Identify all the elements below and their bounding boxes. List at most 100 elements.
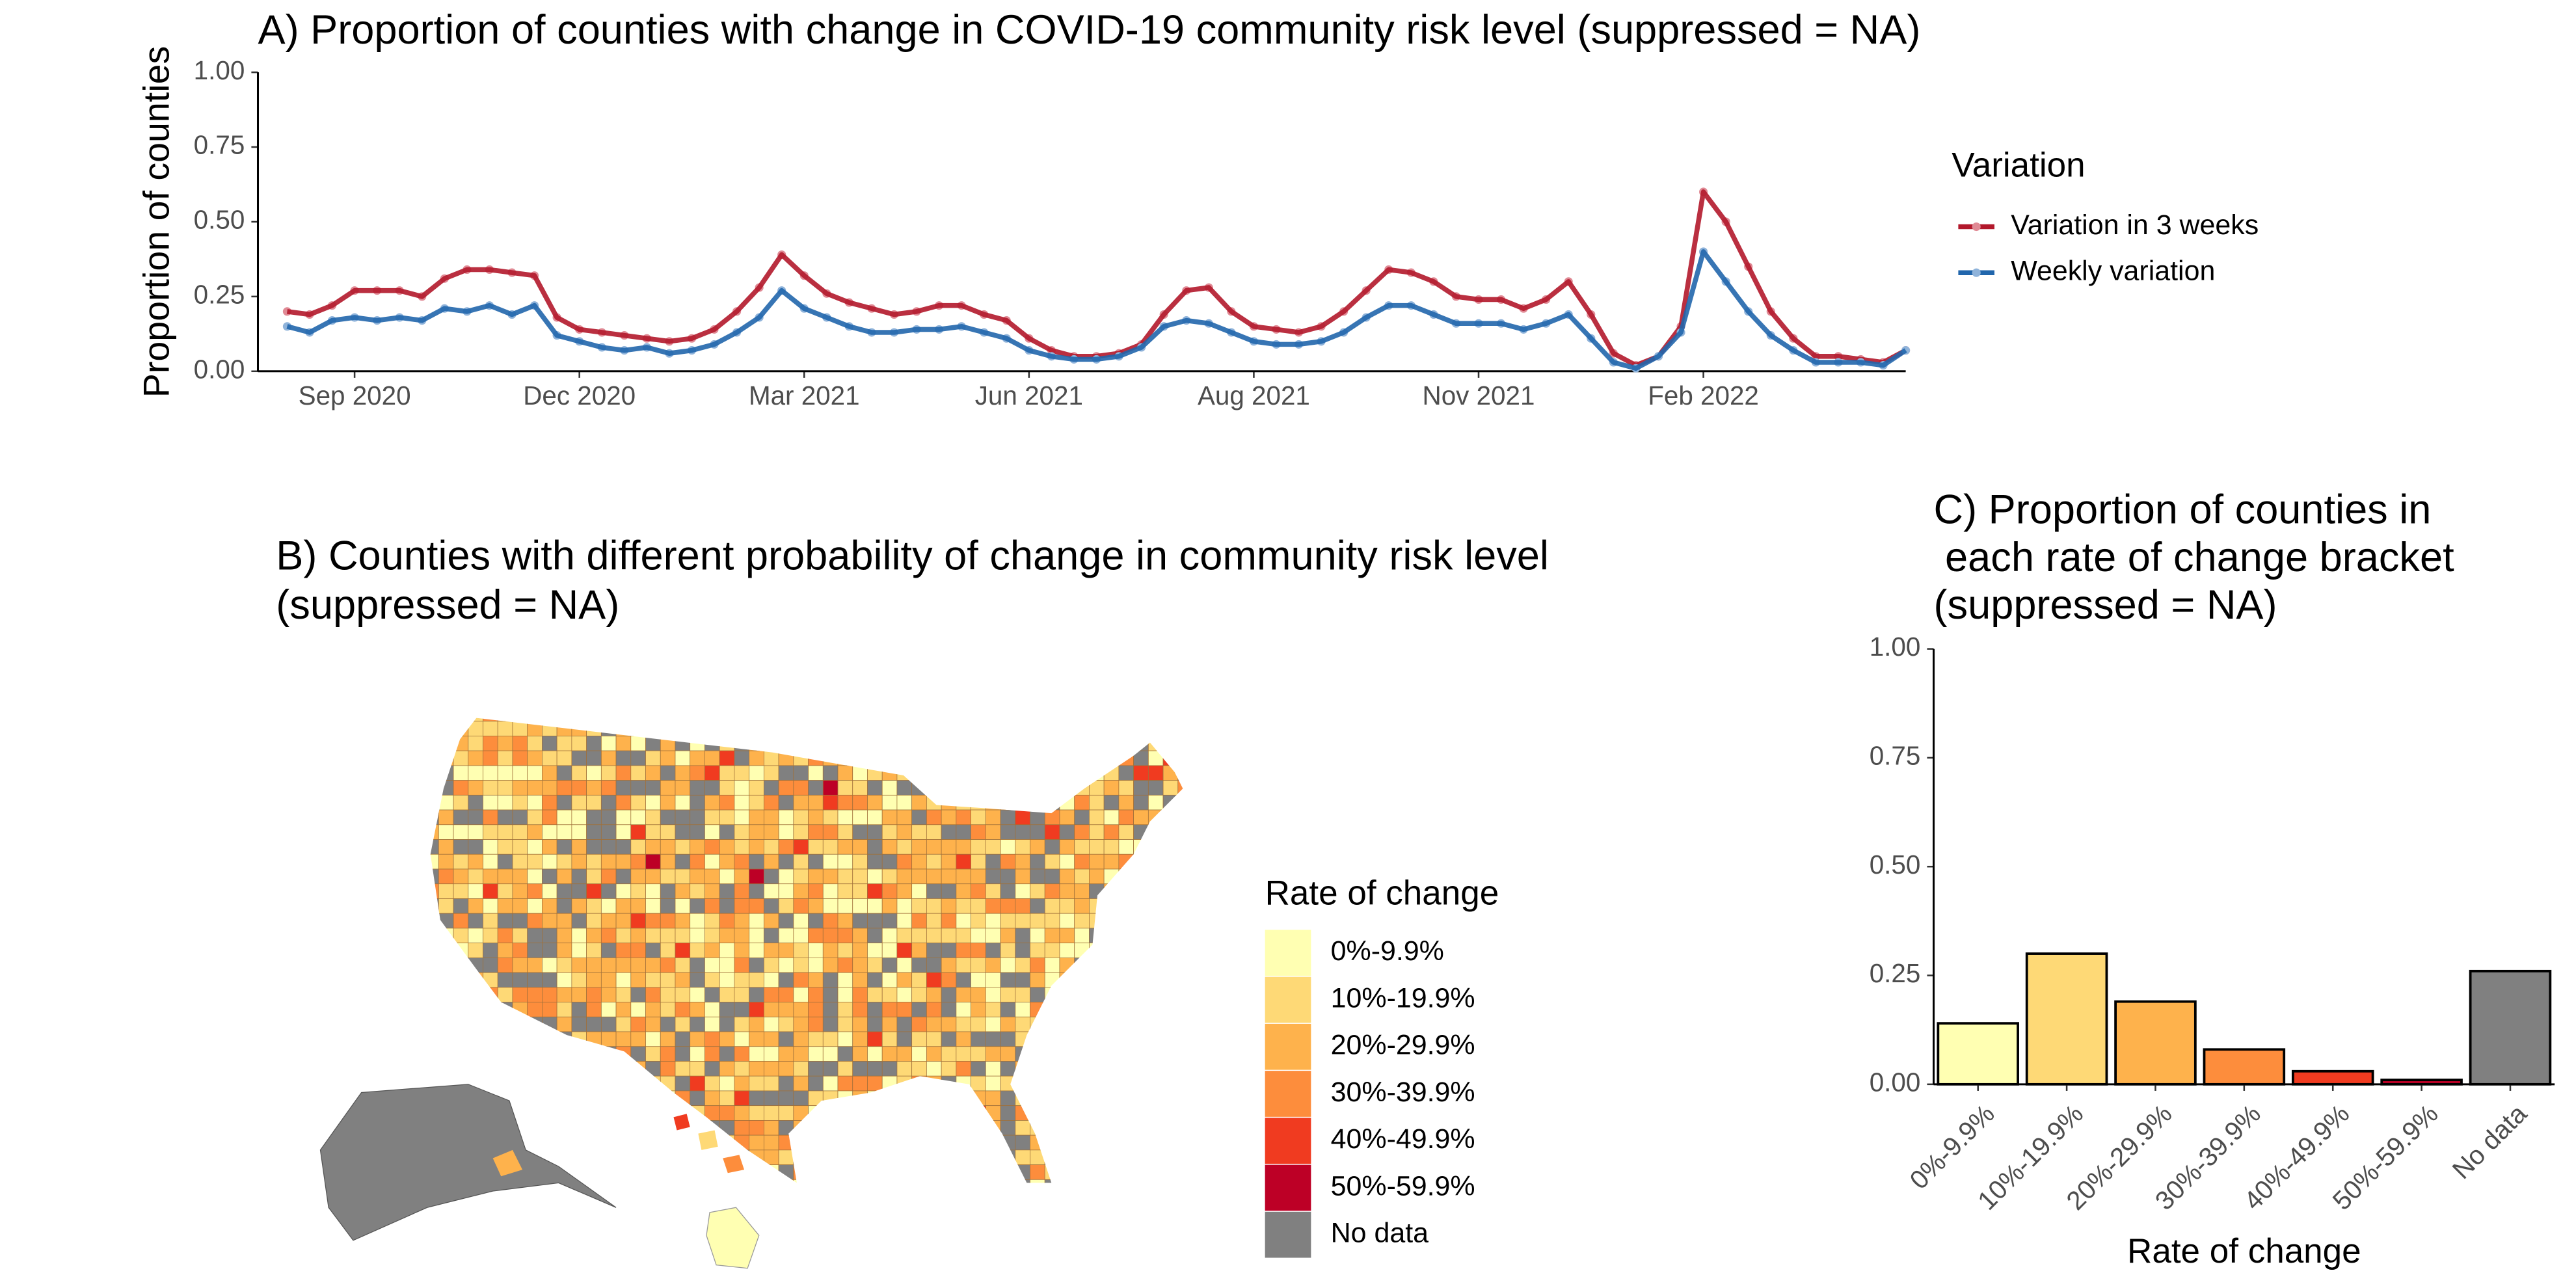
county	[1044, 928, 1060, 944]
county	[600, 868, 617, 885]
county	[1059, 1179, 1075, 1183]
county	[630, 718, 646, 722]
county	[630, 1031, 646, 1047]
county	[430, 765, 439, 781]
county	[793, 824, 809, 840]
county	[896, 1031, 913, 1047]
county	[1133, 1090, 1149, 1107]
county	[675, 1134, 691, 1151]
county	[542, 883, 557, 899]
county	[1162, 1075, 1179, 1092]
county	[690, 1046, 705, 1062]
county	[985, 780, 1001, 796]
county	[1162, 1016, 1179, 1032]
county	[1177, 736, 1183, 751]
legend-swatch	[1265, 1023, 1311, 1070]
county	[719, 913, 735, 929]
legend-title: Variation	[1952, 146, 2085, 185]
county	[430, 736, 439, 751]
county	[615, 868, 632, 885]
county	[867, 1031, 883, 1047]
county	[719, 1016, 735, 1032]
county	[867, 721, 883, 736]
county	[1089, 1149, 1105, 1165]
county	[1103, 898, 1120, 914]
county	[468, 809, 483, 825]
county	[430, 824, 439, 840]
county	[542, 1120, 557, 1136]
county	[675, 868, 691, 885]
county	[763, 957, 779, 973]
us-map	[319, 718, 1183, 1269]
county	[615, 898, 632, 914]
county	[719, 1179, 735, 1183]
county	[1133, 780, 1149, 796]
county	[556, 1002, 572, 1017]
county	[527, 1090, 543, 1107]
county	[896, 1134, 913, 1151]
county	[430, 957, 439, 973]
county	[1059, 957, 1075, 973]
county	[941, 853, 957, 870]
county	[615, 1002, 632, 1017]
county	[867, 943, 883, 958]
county	[778, 1002, 794, 1017]
county	[941, 1090, 957, 1107]
county	[896, 943, 913, 958]
county	[881, 839, 898, 855]
county	[734, 943, 750, 958]
county	[1015, 736, 1030, 751]
county	[867, 883, 883, 899]
county	[867, 928, 883, 944]
x-tick-label: Feb 2022	[1648, 381, 1759, 410]
county	[793, 1090, 809, 1107]
county	[571, 928, 587, 944]
county	[438, 794, 454, 811]
county	[1162, 1134, 1179, 1151]
county	[497, 736, 513, 751]
county	[911, 824, 927, 840]
county	[911, 1046, 927, 1062]
county	[1000, 736, 1016, 751]
county	[719, 957, 735, 973]
county	[675, 824, 691, 840]
county	[1118, 765, 1134, 781]
county	[630, 824, 646, 840]
county	[1147, 1090, 1164, 1107]
county	[1089, 928, 1105, 944]
county	[1162, 824, 1179, 840]
county	[1162, 913, 1179, 929]
county	[430, 898, 439, 914]
county	[1103, 794, 1120, 811]
legend-label: Variation in 3 weeks	[2011, 209, 2259, 241]
county	[911, 1090, 927, 1107]
county	[719, 750, 735, 766]
county	[911, 721, 927, 736]
county	[1133, 1149, 1149, 1165]
county	[542, 1061, 557, 1077]
county	[793, 1149, 809, 1165]
county	[1089, 1105, 1105, 1121]
county	[941, 868, 957, 885]
county	[1147, 824, 1164, 840]
county	[1044, 780, 1060, 796]
county	[867, 794, 883, 811]
county	[896, 868, 913, 885]
county	[468, 750, 483, 766]
county	[926, 943, 942, 958]
county	[527, 780, 543, 796]
county	[1074, 721, 1090, 736]
county	[527, 721, 543, 736]
county	[837, 750, 853, 766]
county	[483, 780, 498, 796]
county	[468, 839, 483, 855]
county	[837, 1090, 853, 1107]
county	[985, 721, 1001, 736]
county	[763, 824, 779, 840]
county	[1000, 780, 1016, 796]
county	[675, 1179, 691, 1183]
county	[1118, 839, 1134, 855]
county	[690, 868, 705, 885]
county	[1177, 718, 1183, 722]
county	[971, 1134, 986, 1151]
